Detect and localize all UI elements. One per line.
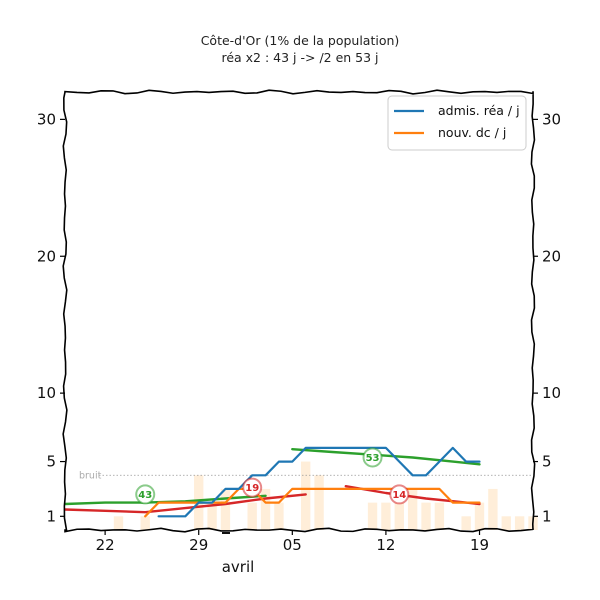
- trend-line-green: [291, 448, 481, 466]
- annotations-layer: 43 19 53 14: [135, 447, 410, 505]
- x-tick-label: 29: [189, 536, 208, 554]
- bar: [301, 461, 311, 530]
- plot-frame: [62, 89, 536, 533]
- annotation-circle: [135, 484, 156, 505]
- bar: [461, 516, 471, 530]
- annotation-badge: 43: [135, 484, 156, 505]
- annotation-circle: [242, 477, 263, 498]
- y-tick-label-left: 30: [37, 110, 56, 128]
- bar: [434, 502, 445, 530]
- y-tick-label-left: 5: [46, 453, 56, 471]
- annotation-circle: [362, 447, 383, 468]
- x-tick-label: 22: [96, 536, 115, 554]
- y-tick-label-right: 30: [542, 110, 561, 128]
- annotation-badge: 14: [389, 484, 410, 505]
- x-axis-label: avril: [222, 558, 255, 576]
- bar: [514, 516, 525, 530]
- noise-label: bruit: [79, 470, 102, 481]
- y-tick-label-right: 5: [542, 453, 552, 471]
- bar: [314, 475, 324, 530]
- annotation-label: 14: [392, 490, 406, 501]
- bar: [260, 488, 271, 530]
- annotation-label: 19: [245, 483, 259, 494]
- legend-box: [387, 95, 527, 151]
- bar: [474, 502, 485, 530]
- y-tick-label-left: 1: [46, 507, 56, 525]
- bar: [488, 488, 498, 530]
- y-tick-label-right: 1: [542, 507, 552, 525]
- y-tick-label-right: 10: [542, 384, 561, 402]
- bar: [113, 516, 124, 530]
- annotation-badge: 53: [362, 447, 383, 468]
- annotation-label: 53: [366, 453, 380, 464]
- legend-label-admissions: admis. réa / j: [438, 103, 520, 118]
- bar: [394, 488, 404, 530]
- chart-title: Côte-d'Or (1% de la population): [201, 33, 400, 48]
- chart-subtitle: réa x2 : 43 j -> /2 en 53 j: [221, 50, 378, 65]
- bar: [421, 502, 431, 530]
- annotation-badge: 19: [242, 477, 263, 498]
- x-axis: 22 29 05 12 19: [96, 530, 489, 554]
- y-tick-label-right: 20: [542, 247, 561, 265]
- bar: [407, 488, 418, 530]
- bar: [207, 502, 217, 530]
- annotation-circle: [389, 484, 410, 505]
- y-axis-right: 1 5 10 20 30: [533, 110, 561, 525]
- bar: [140, 516, 150, 530]
- x-tick-label: 19: [470, 536, 489, 554]
- x-tick-label: 05: [283, 536, 302, 554]
- lines-layer: [63, 446, 481, 518]
- bar: [367, 502, 378, 530]
- trend-line-red: [63, 493, 307, 514]
- series-line-admissions: [157, 446, 481, 518]
- annotation-label: 43: [138, 490, 152, 501]
- bar: [247, 502, 257, 530]
- legend: admis. réa / j nouv. dc / j: [387, 95, 527, 151]
- y-tick-label-left: 20: [37, 247, 56, 265]
- y-axis-left: 1 5 10 20 30: [37, 110, 65, 525]
- x-tick-label: 12: [376, 536, 395, 554]
- legend-label-deaths: nouv. dc / j: [438, 125, 506, 140]
- bar: [274, 502, 284, 530]
- month-marker: [222, 532, 230, 534]
- bar: [381, 502, 391, 530]
- y-tick-label-left: 10: [37, 384, 56, 402]
- noise-layer: bruit: [79, 470, 531, 481]
- bars-layer: [113, 461, 538, 530]
- bar: [220, 488, 231, 530]
- bar: [501, 516, 511, 530]
